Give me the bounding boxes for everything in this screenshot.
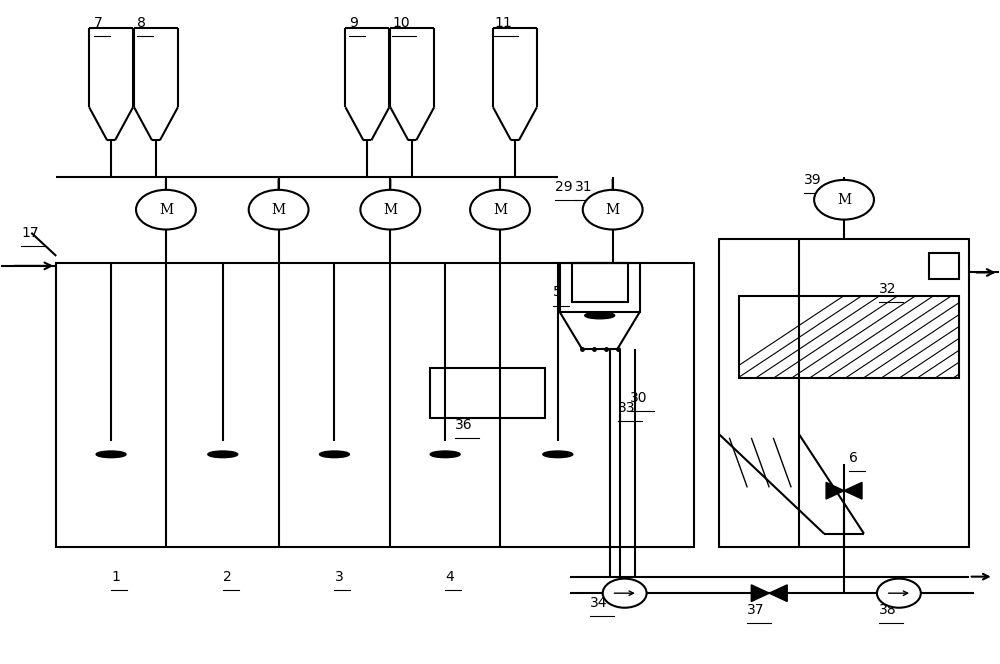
Circle shape [470, 190, 530, 230]
Text: 37: 37 [747, 603, 765, 617]
Ellipse shape [585, 312, 615, 319]
Text: 30: 30 [630, 391, 647, 405]
Bar [430, 369, 545, 418]
Ellipse shape [96, 451, 126, 457]
Text: 10: 10 [392, 15, 410, 30]
Text: M: M [493, 203, 507, 216]
Text: 1: 1 [111, 570, 120, 584]
Text: M: M [159, 203, 173, 216]
Circle shape [814, 180, 874, 220]
Text: 11: 11 [494, 15, 512, 30]
Bar [739, 295, 959, 378]
Text: 34: 34 [590, 596, 607, 610]
Bar [560, 262, 640, 312]
Text: 6: 6 [849, 451, 858, 465]
Bar [929, 253, 959, 279]
Polygon shape [844, 482, 862, 499]
Ellipse shape [208, 451, 238, 457]
Text: 32: 32 [879, 282, 896, 296]
Text: 33: 33 [618, 401, 635, 415]
Text: 4: 4 [445, 570, 454, 584]
Text: 8: 8 [137, 15, 146, 30]
Bar [719, 240, 969, 547]
Circle shape [603, 578, 647, 608]
Text: 3: 3 [334, 570, 343, 584]
Circle shape [583, 190, 643, 230]
Text: 9: 9 [349, 15, 358, 30]
Polygon shape [826, 482, 844, 499]
Text: 39: 39 [804, 173, 822, 187]
Circle shape [249, 190, 309, 230]
Text: 29: 29 [555, 179, 572, 193]
Bar [56, 262, 694, 547]
Text: 5: 5 [553, 286, 562, 299]
Circle shape [360, 190, 420, 230]
Circle shape [877, 578, 921, 608]
Text: 2: 2 [223, 570, 232, 584]
Text: 7: 7 [94, 15, 103, 30]
Ellipse shape [543, 451, 573, 457]
Ellipse shape [430, 451, 460, 457]
Text: M: M [272, 203, 286, 216]
Text: 38: 38 [879, 603, 897, 617]
Text: M: M [837, 193, 851, 207]
Text: M: M [606, 203, 620, 216]
Circle shape [136, 190, 196, 230]
Bar [572, 262, 628, 302]
Polygon shape [769, 585, 787, 602]
Text: M: M [383, 203, 397, 216]
Ellipse shape [320, 451, 349, 457]
Polygon shape [751, 585, 769, 602]
Text: 36: 36 [455, 418, 473, 432]
Text: 17: 17 [21, 226, 39, 240]
Text: 31: 31 [575, 179, 592, 193]
